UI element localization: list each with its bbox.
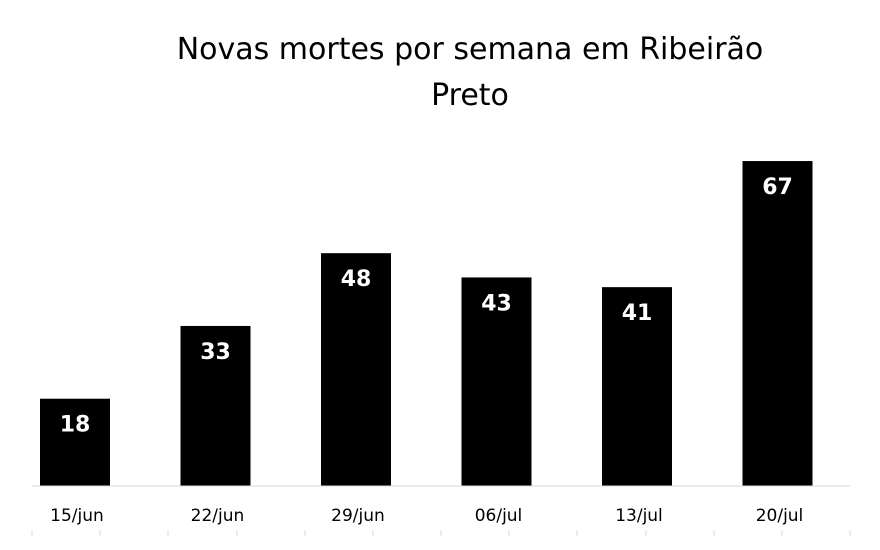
- x-tick-label: 20/jul: [756, 506, 804, 526]
- bar-value-label: 48: [341, 267, 372, 292]
- bar: [602, 287, 672, 486]
- bar: [461, 277, 532, 486]
- x-tick-label: 06/jul: [475, 506, 523, 526]
- chart-title-line-1: Novas mortes por semana em Ribeirão: [177, 32, 764, 67]
- x-tick-label: 13/jul: [615, 506, 663, 526]
- bar-value-label: 41: [622, 301, 653, 326]
- bars-group: 18 33 48 43 41 67: [40, 161, 813, 487]
- bar: [40, 398, 110, 486]
- x-tick-label: 15/jun: [50, 506, 104, 526]
- x-axis: 15/jun 22/jun 29/jun 06/jul 13/jul 20/jul: [31, 485, 851, 536]
- x-tick-label: 29/jun: [331, 506, 385, 526]
- bar: [742, 161, 813, 487]
- chart-title-line-2: Preto: [431, 78, 509, 113]
- bar-value-label: 18: [60, 413, 91, 438]
- bar-value-label: 67: [762, 175, 793, 200]
- bar-value-label: 33: [200, 340, 231, 365]
- x-tick-label: 22/jun: [191, 506, 245, 526]
- bar-value-label: 43: [481, 291, 512, 316]
- bar: [321, 253, 391, 486]
- bar: [180, 325, 251, 486]
